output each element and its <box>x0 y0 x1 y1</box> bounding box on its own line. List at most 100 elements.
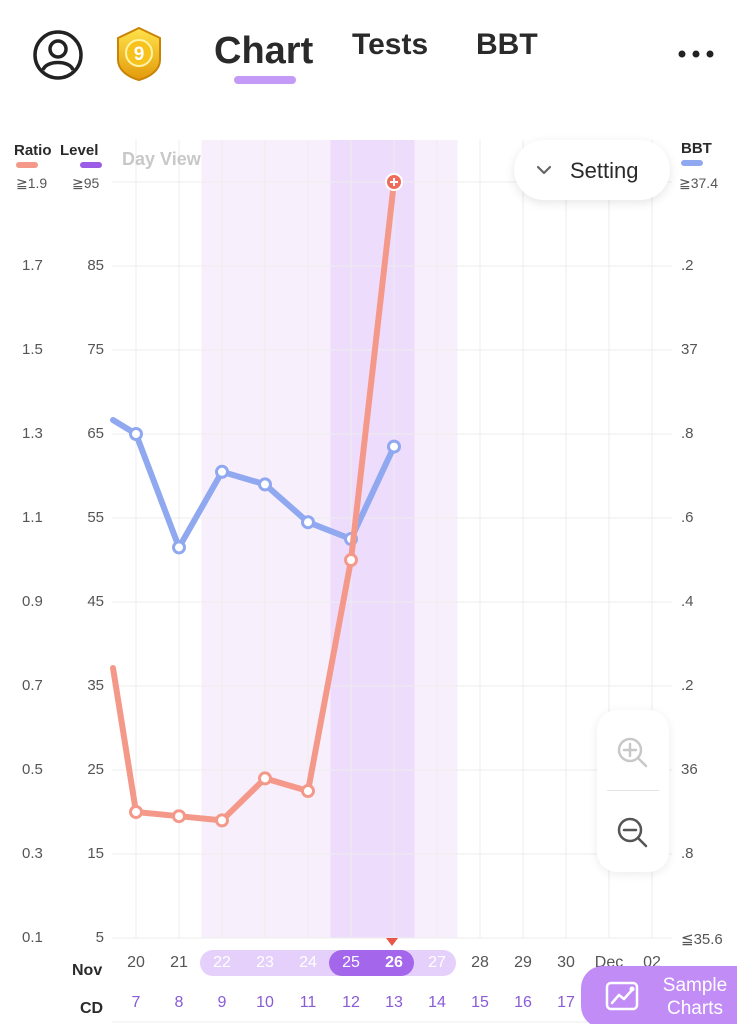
level-badge-icon[interactable]: 9 <box>114 26 164 82</box>
date-tick-label[interactable]: 23 <box>256 954 274 971</box>
cycle-day-label: 16 <box>514 994 532 1011</box>
tab-bbt[interactable]: BBT <box>476 28 538 61</box>
ratio-legend-swatch <box>16 162 38 168</box>
date-tick-label[interactable]: 26 <box>385 954 403 971</box>
fertile-window-band <box>201 140 458 938</box>
tab-tests[interactable]: Tests <box>352 28 429 61</box>
sample-charts-line-2: Charts <box>667 998 723 1019</box>
bbt-legend-swatch <box>681 160 703 166</box>
date-tick-label[interactable]: 27 <box>428 954 446 971</box>
ratio-tick-label: 1.7 <box>22 257 43 274</box>
active-tab-indicator <box>234 76 296 84</box>
tab-chart[interactable]: Chart <box>214 30 314 72</box>
date-tick-label[interactable]: 30 <box>557 954 575 971</box>
ratio-point[interactable] <box>301 784 315 798</box>
cycle-day-label: 10 <box>256 994 274 1011</box>
bbt-point[interactable] <box>387 439 401 454</box>
level-tick-label: 75 <box>87 341 104 358</box>
setting-label: Setting <box>570 158 639 183</box>
level-tick-label: 85 <box>87 257 104 274</box>
date-tick-label[interactable]: 20 <box>127 954 145 971</box>
bbt-line <box>110 417 397 551</box>
ratio-tick-label: 0.5 <box>22 761 43 778</box>
date-tick-label[interactable]: 25 <box>342 954 360 971</box>
plus-icon <box>390 178 398 186</box>
bbt-tick-label: .2 <box>681 257 694 274</box>
cycle-day-label: CD <box>80 1000 104 1017</box>
bbt-point[interactable] <box>258 477 272 492</box>
cycle-day-label: 13 <box>385 994 403 1011</box>
ratio-point[interactable] <box>172 809 186 824</box>
level-tick-label: 25 <box>87 761 104 778</box>
month-label: Nov <box>72 962 103 979</box>
zoom-out-icon[interactable] <box>614 814 650 850</box>
zoom-controls <box>597 710 669 872</box>
bbt-point[interactable] <box>172 540 186 555</box>
bbt-tick-label: .6 <box>681 509 694 526</box>
profile-icon[interactable] <box>32 29 84 81</box>
bbt-tick-label: 37 <box>681 341 698 358</box>
bbt-legend-label: BBT <box>681 140 712 157</box>
level-tick-label: 15 <box>87 845 104 862</box>
bbt-point[interactable] <box>215 464 229 479</box>
top-header: 9 Chart Tests BBT <box>0 0 737 110</box>
date-tick-label[interactable]: 22 <box>213 954 231 971</box>
bbt-point[interactable] <box>301 515 315 530</box>
bbt-tick-label: .4 <box>681 593 694 610</box>
date-tick-label[interactable]: 29 <box>514 954 532 971</box>
ratio-line <box>110 179 397 824</box>
ratio-series <box>110 173 403 828</box>
date-tick-label[interactable]: 28 <box>471 954 489 971</box>
sample-charts-button[interactable]: Sample Charts <box>581 966 737 1024</box>
chevron-down-icon <box>536 165 552 175</box>
level-tick-label: 5 <box>95 929 104 946</box>
ratio-tick-label: 1.1 <box>22 509 43 526</box>
ratio-tick-label: 1.3 <box>22 425 43 442</box>
level-tick-label: 35 <box>87 677 104 694</box>
bbt-point[interactable] <box>129 427 143 441</box>
bbt-tick-label: 36 <box>681 761 698 778</box>
level-max-label: ≧95 <box>72 175 100 191</box>
ratio-point[interactable] <box>344 553 358 567</box>
ratio-point[interactable] <box>129 805 143 819</box>
day-view-label: Day View <box>122 149 201 169</box>
level-legend-label: Level <box>60 142 99 159</box>
cycle-day-label: 12 <box>342 994 360 1011</box>
bbt-tick-label: .8 <box>681 845 694 862</box>
ratio-legend-label: Ratio <box>14 142 52 159</box>
chart-image-icon <box>605 981 639 1011</box>
cycle-day-label: 17 <box>557 994 575 1011</box>
zoom-in-icon[interactable] <box>614 734 650 770</box>
cycle-day-label: 9 <box>217 994 227 1011</box>
ratio-tick-label: 0.1 <box>22 929 43 946</box>
cycle-day-label: 8 <box>174 994 184 1011</box>
date-tick-label[interactable]: 21 <box>170 954 188 971</box>
ratio-tick-label: 0.9 <box>22 593 43 610</box>
ratio-max-label: ≧1.9 <box>16 175 48 191</box>
ratio-tick-label: 0.7 <box>22 677 43 694</box>
date-tick-label[interactable]: 24 <box>299 954 317 971</box>
ratio-tick-label: 1.5 <box>22 341 43 358</box>
bbt-min-label: ≦35.6 <box>681 931 723 948</box>
more-options-icon[interactable] <box>676 48 716 60</box>
highlight-bands <box>201 140 458 938</box>
level-tick-label: 55 <box>87 509 104 526</box>
level-tick-label: 65 <box>87 425 104 442</box>
bbt-tick-label: .2 <box>681 677 694 694</box>
today-marker-icon <box>386 938 398 946</box>
ratio-point[interactable] <box>215 813 229 828</box>
cycle-day-label: 7 <box>131 994 141 1011</box>
bbt-tick-label: .8 <box>681 425 694 442</box>
level-legend-swatch <box>80 162 102 168</box>
cycle-day-label: 11 <box>299 994 317 1011</box>
cycle-day-label: 14 <box>428 994 446 1011</box>
ratio-point[interactable] <box>258 771 272 786</box>
peak-days-pill <box>329 950 414 976</box>
badge-number: 9 <box>134 44 145 65</box>
cycle-day-label: 15 <box>471 994 489 1011</box>
sample-charts-line-1: Sample <box>662 975 728 996</box>
level-tick-label: 45 <box>87 593 104 610</box>
ratio-tick-label: 0.3 <box>22 845 43 862</box>
setting-button[interactable]: Setting <box>514 140 670 200</box>
